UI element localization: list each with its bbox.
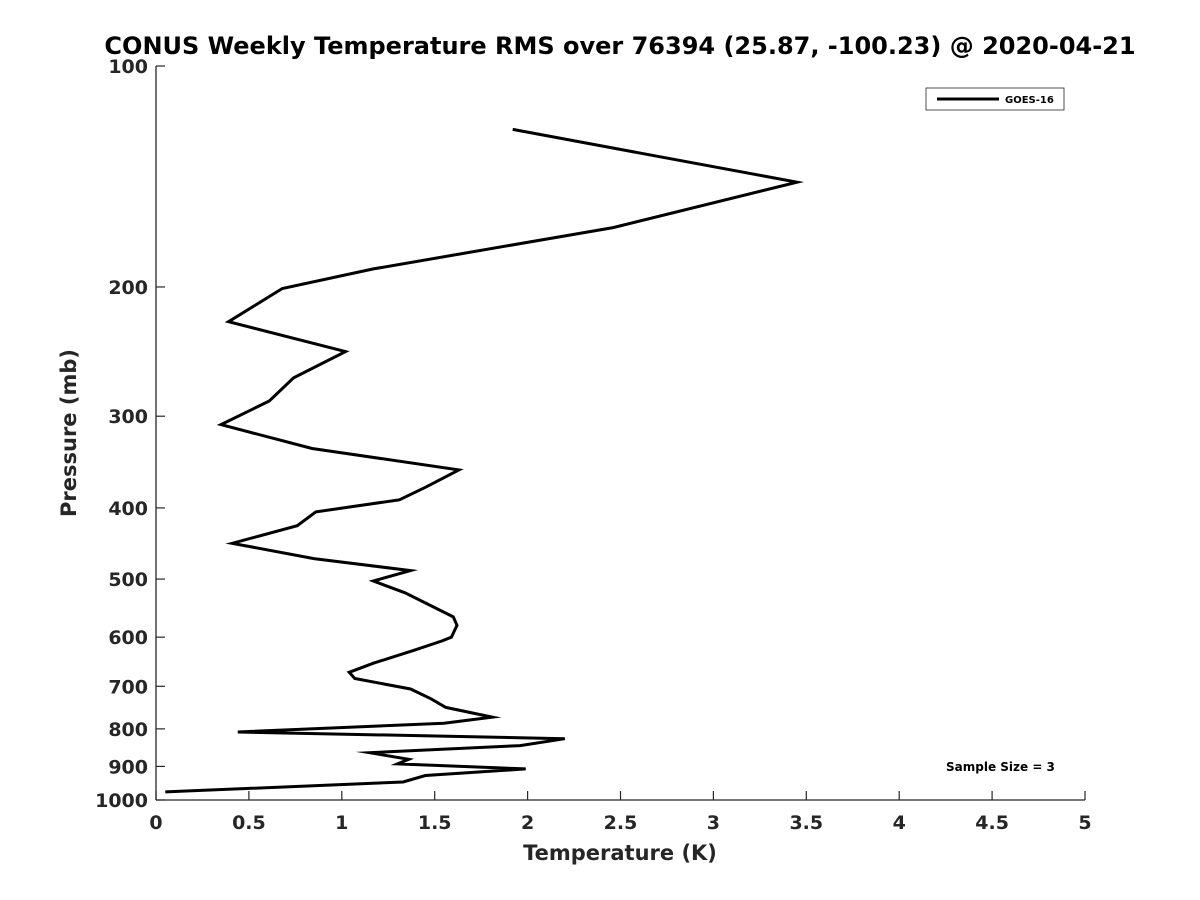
y-tick-label: 100 [108,56,148,78]
y-tick-label: 400 [108,498,148,520]
x-tick-label: 4.5 [975,812,1009,834]
y-tick-label: 500 [108,569,148,591]
x-tick-label: 5 [1078,812,1091,834]
x-tick-label: 4 [893,812,906,834]
x-axis-label: Temperature (K) [523,841,717,865]
y-tick-label: 900 [108,756,148,778]
x-tick-label: 1.5 [418,812,452,834]
series-group [165,127,805,794]
sample-size-annotation: Sample Size = 3 [946,760,1055,774]
x-tick-label: 2.5 [604,812,638,834]
y-tick-label: 800 [108,719,148,741]
y-axis-label: Pressure (mb) [57,349,81,517]
x-tick-label: 0 [149,812,162,834]
x-tick-label: 3.5 [789,812,823,834]
x-tick-label: 2 [521,812,534,834]
chart-title: CONUS Weekly Temperature RMS over 76394 … [104,32,1135,60]
y-tick-label: 700 [108,676,148,698]
legend-label-goes-16: GOES-16 [1005,95,1054,106]
y-tick-label: 300 [108,406,148,428]
y-tick-label: 600 [108,627,148,649]
y-tick-label: 200 [108,277,148,299]
y-ticks: 100 200 300 400 500 600 700 800 900 1000 [95,56,165,812]
x-tick-label: 0.5 [232,812,266,834]
legend: GOES-16 [925,87,1065,111]
series-line-goes-16 [165,127,805,794]
x-tick-label: 3 [707,812,720,834]
x-ticks: 0 0.5 1 1.5 2 2.5 3 3.5 4 4.5 5 [149,791,1092,834]
y-tick-label: 1000 [95,790,148,812]
x-tick-label: 1 [335,812,348,834]
axes [155,66,1085,801]
